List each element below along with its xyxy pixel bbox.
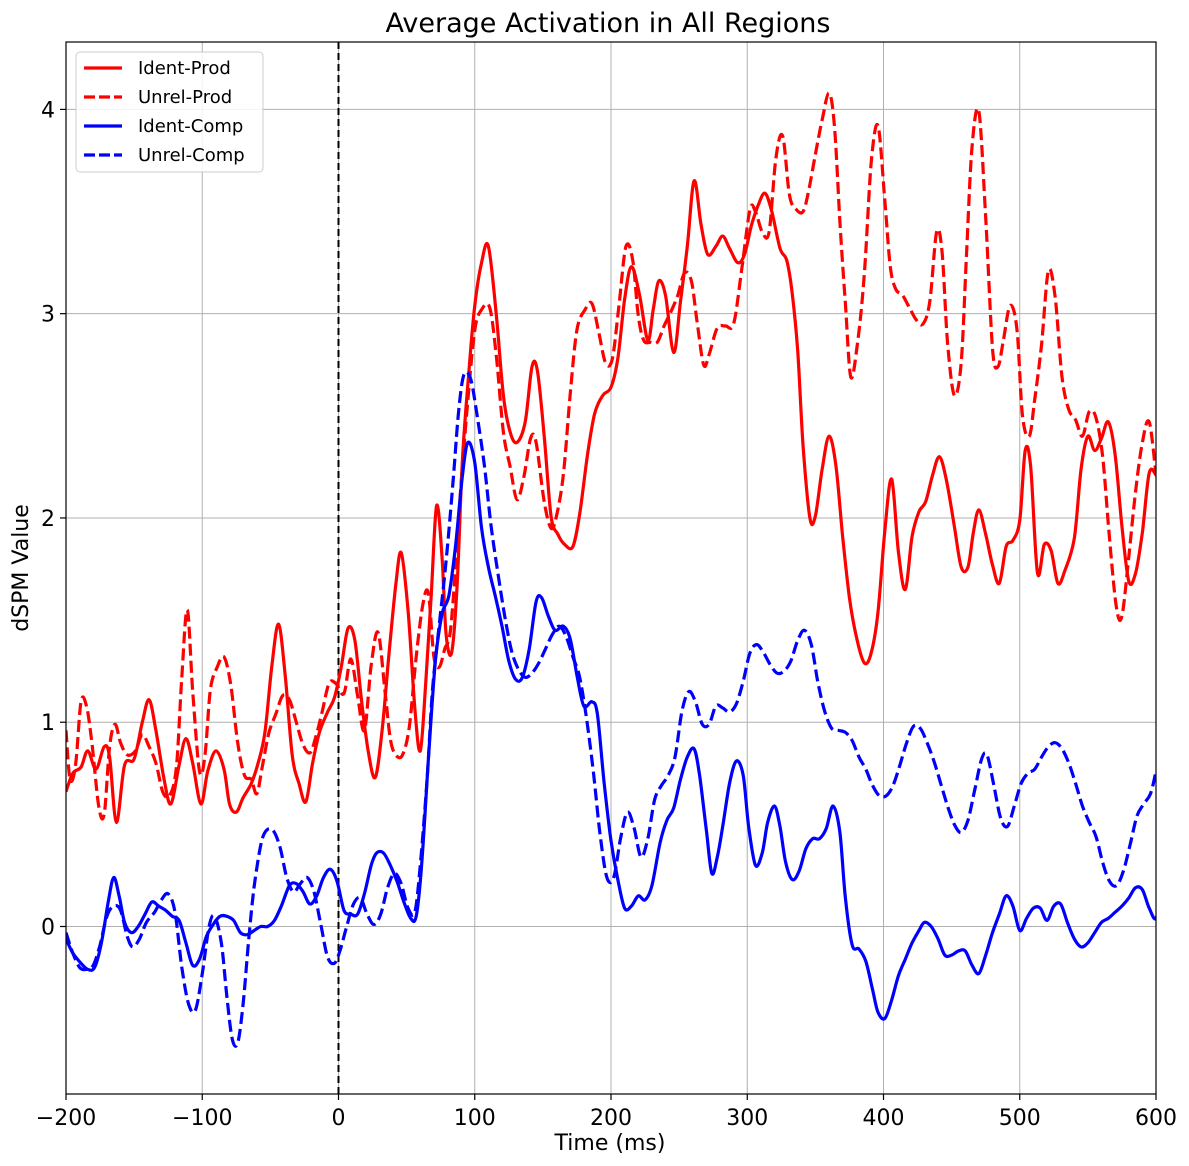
ticks: −200 −100 0 100 200 300 400 500 600 0 1 2 3 4 — [36, 98, 1177, 1131]
x-tick-label: −200 — [36, 1106, 96, 1131]
y-tick-label: 1 — [41, 711, 55, 736]
x-tick-label: 600 — [1135, 1106, 1177, 1131]
y-tick-label: 4 — [41, 98, 55, 123]
legend-label-unrel-prod: Unrel-Prod — [138, 87, 232, 108]
x-tick-label: 300 — [726, 1106, 768, 1131]
x-tick-label: 400 — [863, 1106, 905, 1131]
y-tick-label: 0 — [41, 915, 55, 940]
x-tick-label: 100 — [454, 1106, 496, 1131]
series-line-ident-comp — [66, 440, 1156, 1021]
y-tick-label: 2 — [41, 507, 55, 532]
legend: Ident-Prod Unrel-Prod Ident-Comp Unrel-Comp — [75, 51, 264, 173]
legend-box — [75, 51, 264, 173]
y-tick-label: 3 — [41, 303, 55, 328]
legend-label-unrel-comp: Unrel-Comp — [138, 145, 245, 166]
series-line-unrel-prod — [66, 91, 1156, 821]
series-line-ident-prod — [66, 179, 1156, 824]
legend-label-ident-comp: Ident-Comp — [138, 116, 243, 137]
x-axis-label: Time (ms) — [554, 1131, 666, 1156]
chart-title: Average Activation in All Regions — [386, 8, 831, 39]
x-tick-label: 200 — [590, 1106, 632, 1131]
series-group — [66, 42, 1156, 1094]
legend-label-ident-prod: Ident-Prod — [138, 58, 231, 79]
y-axis-label: dSPM Value — [9, 504, 34, 632]
x-tick-label: 500 — [999, 1106, 1041, 1131]
x-tick-label: 0 — [332, 1106, 346, 1131]
x-tick-label: −100 — [172, 1106, 232, 1131]
